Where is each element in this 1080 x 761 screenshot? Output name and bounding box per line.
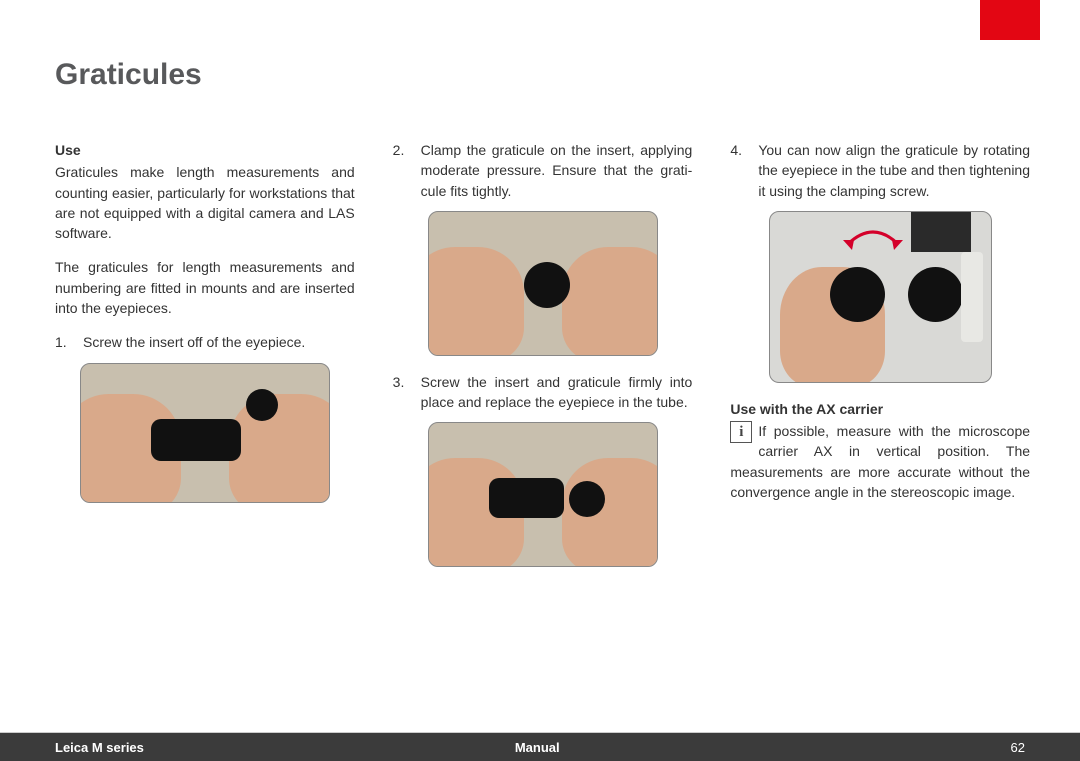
column-2: 2. Clamp the graticule on the insert, ap… xyxy=(393,140,693,583)
figure-step-4 xyxy=(769,211,992,383)
step-1-text: Screw the insert off of the eyepiece. xyxy=(83,332,355,352)
step-2-text: Clamp the graticule on the insert, apply… xyxy=(421,140,693,201)
footer-doc-type: Manual xyxy=(64,740,1011,755)
column-3: 4. You can now align the graticule by ro… xyxy=(730,140,1030,583)
content-columns: Use Graticules make length measurements … xyxy=(55,140,1030,583)
rotate-arrow-icon xyxy=(838,222,908,252)
info-paragraph: i If possible, measure with the micro­sc… xyxy=(730,421,1030,502)
footer-page-number: 62 xyxy=(1011,740,1025,755)
brand-tab xyxy=(980,0,1040,40)
subhead-use: Use xyxy=(55,140,355,160)
step-3: 3. Screw the insert and graticule firmly… xyxy=(393,372,693,413)
step-3-text: Screw the insert and graticule firmly in… xyxy=(421,372,693,413)
step-2: 2. Clamp the graticule on the insert, ap… xyxy=(393,140,693,201)
subhead-ax-carrier: Use with the AX carrier xyxy=(730,399,1030,419)
step-4-text: You can now align the graticule by rotat… xyxy=(758,140,1030,201)
intro-paragraph-2: The graticules for length measurements a… xyxy=(55,257,355,318)
intro-paragraph-1: Graticules make length measurements and … xyxy=(55,162,355,243)
figure-step-3 xyxy=(428,422,658,567)
step-2-number: 2. xyxy=(393,140,409,201)
column-1: Use Graticules make length measurements … xyxy=(55,140,355,583)
step-1: 1. Screw the insert off of the eyepiece. xyxy=(55,332,355,352)
page-title: Graticules xyxy=(55,58,202,92)
info-icon: i xyxy=(730,421,752,443)
figure-step-2 xyxy=(428,211,658,356)
step-4-number: 4. xyxy=(730,140,746,201)
figure-step-1 xyxy=(80,363,330,503)
page-footer: Leica M series Manual 62 xyxy=(0,733,1080,761)
step-3-number: 3. xyxy=(393,372,409,413)
info-text: If possible, measure with the micro­scop… xyxy=(730,423,1030,500)
step-1-number: 1. xyxy=(55,332,71,352)
step-4: 4. You can now align the graticule by ro… xyxy=(730,140,1030,201)
